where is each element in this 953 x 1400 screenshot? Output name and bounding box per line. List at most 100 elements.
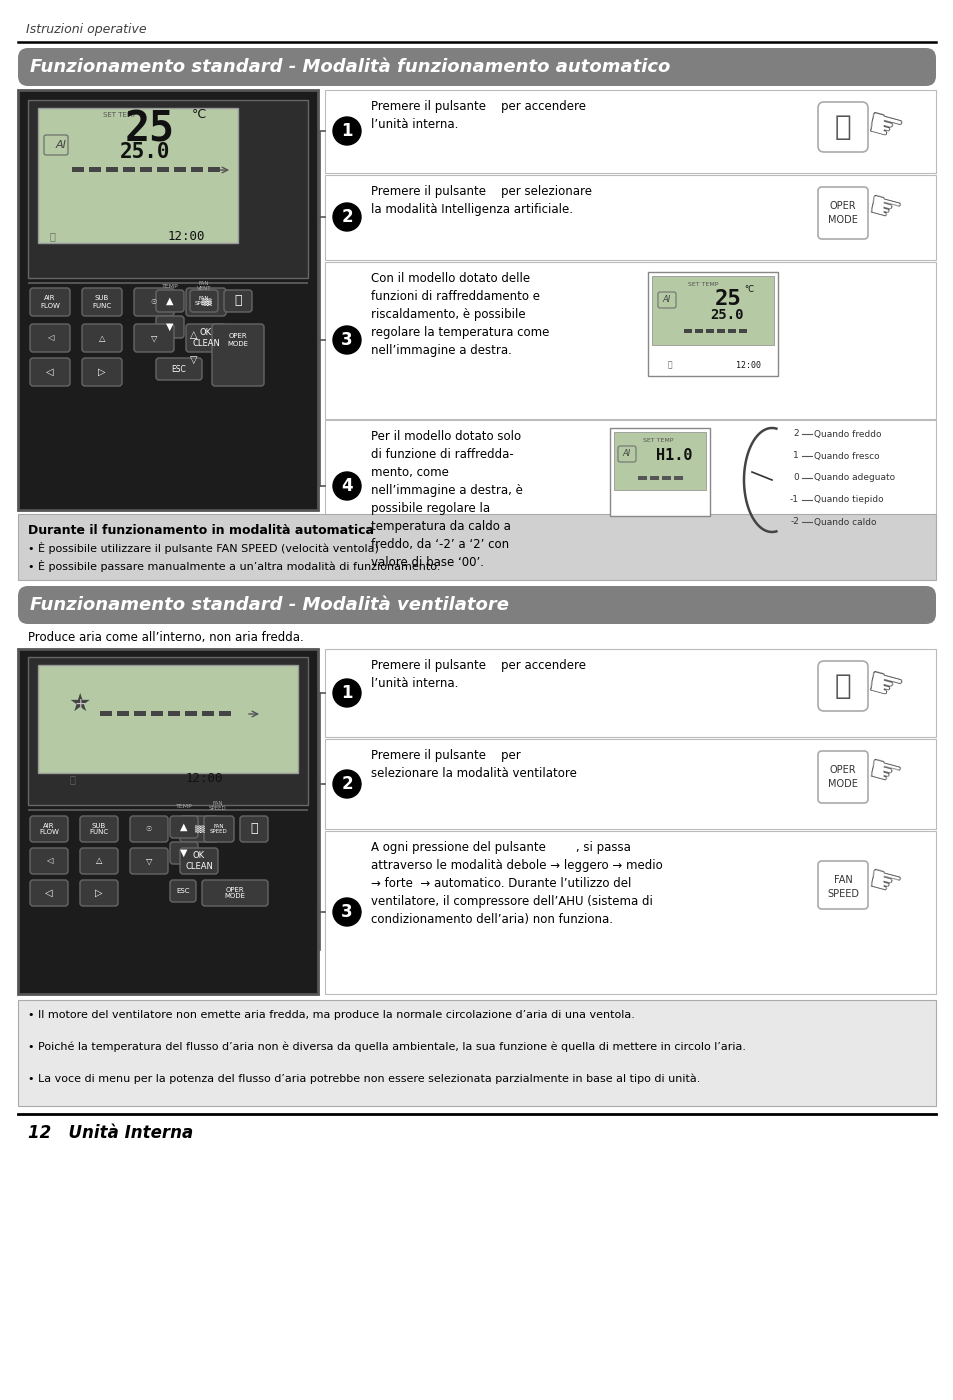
- Text: Premere il pulsante    per
selezionare la modalità ventilatore: Premere il pulsante per selezionare la m…: [371, 749, 577, 780]
- Bar: [71, 167, 84, 172]
- Text: OPER
MODE: OPER MODE: [224, 886, 245, 900]
- Text: MODE: MODE: [827, 216, 857, 225]
- Bar: [89, 167, 101, 172]
- FancyBboxPatch shape: [133, 323, 173, 351]
- Text: ⌛: ⌛: [667, 360, 672, 370]
- Bar: [123, 167, 135, 172]
- FancyBboxPatch shape: [133, 288, 173, 316]
- FancyBboxPatch shape: [80, 881, 118, 906]
- Text: 25.0: 25.0: [120, 141, 171, 162]
- Bar: [695, 329, 702, 333]
- FancyBboxPatch shape: [170, 816, 198, 839]
- Text: ⏻: ⏻: [834, 113, 850, 141]
- FancyBboxPatch shape: [30, 323, 70, 351]
- Bar: [157, 167, 169, 172]
- Bar: [609, 428, 709, 517]
- FancyBboxPatch shape: [80, 816, 118, 841]
- Text: 3: 3: [341, 903, 353, 921]
- Bar: [18, 90, 317, 510]
- Circle shape: [333, 679, 360, 707]
- Bar: [705, 329, 713, 333]
- Text: -1: -1: [789, 496, 799, 504]
- Text: AI: AI: [662, 295, 670, 305]
- FancyBboxPatch shape: [170, 881, 195, 902]
- Bar: [208, 167, 220, 172]
- FancyBboxPatch shape: [156, 290, 184, 312]
- FancyBboxPatch shape: [80, 848, 118, 874]
- Bar: [191, 167, 203, 172]
- Text: °C: °C: [192, 109, 207, 122]
- Text: FAN
SPEED: FAN SPEED: [210, 823, 228, 834]
- Text: OK
CLEAN: OK CLEAN: [185, 851, 213, 871]
- Bar: [673, 476, 682, 480]
- Text: 25.0: 25.0: [709, 308, 742, 322]
- Text: ▲: ▲: [180, 822, 188, 832]
- Bar: [739, 329, 746, 333]
- Text: • È possibile utilizzare il pulsante FAN SPEED (velocità ventola): • È possibile utilizzare il pulsante FAN…: [28, 542, 378, 554]
- Text: FAN
SPEED: FAN SPEED: [195, 295, 213, 307]
- Text: Con il modello dotato delle
funzioni di raffreddamento e
riscaldamento, è possib: Con il modello dotato delle funzioni di …: [371, 272, 549, 357]
- FancyBboxPatch shape: [82, 323, 122, 351]
- Text: Per il modello dotato solo
di funzione di raffredda-
mento, come
nell’immagine a: Per il modello dotato solo di funzione d…: [371, 430, 522, 568]
- Text: ◁: ◁: [47, 333, 53, 343]
- Text: OPER: OPER: [829, 202, 856, 211]
- Text: 2: 2: [341, 209, 353, 225]
- Text: AIR
FLOW: AIR FLOW: [39, 823, 59, 836]
- Text: ESC: ESC: [176, 888, 190, 895]
- Text: 12:00: 12:00: [168, 230, 205, 242]
- FancyBboxPatch shape: [212, 323, 264, 386]
- Text: Funzionamento standard - Modalità funzionamento automatico: Funzionamento standard - Modalità funzio…: [30, 57, 670, 76]
- Bar: [647, 272, 778, 377]
- Circle shape: [333, 326, 360, 354]
- Bar: [140, 167, 152, 172]
- Text: ☞: ☞: [862, 750, 904, 797]
- FancyBboxPatch shape: [30, 881, 68, 906]
- Bar: [18, 514, 935, 580]
- Text: ☞: ☞: [860, 661, 906, 711]
- Text: Quando tiepido: Quando tiepido: [813, 496, 882, 504]
- Text: ESC: ESC: [172, 364, 186, 374]
- Bar: [325, 739, 935, 829]
- Text: 4: 4: [341, 477, 353, 496]
- Bar: [325, 420, 935, 552]
- Text: 1: 1: [341, 685, 353, 701]
- Text: • È possibile passare manualmente a un’altra modalità di funzionamento.: • È possibile passare manualmente a un’a…: [28, 560, 440, 573]
- Text: ⏻: ⏻: [234, 294, 241, 308]
- Bar: [614, 433, 705, 490]
- Text: Produce aria come all’interno, non aria fredda.: Produce aria come all’interno, non aria …: [28, 631, 303, 644]
- Text: SET TEMP: SET TEMP: [687, 281, 718, 287]
- Bar: [638, 476, 646, 480]
- Bar: [168, 711, 180, 715]
- FancyBboxPatch shape: [156, 316, 184, 337]
- Bar: [100, 711, 112, 715]
- Bar: [18, 1000, 935, 1106]
- Bar: [18, 650, 317, 994]
- Text: ☞: ☞: [862, 188, 904, 232]
- Text: ▷: ▷: [95, 888, 103, 897]
- Circle shape: [333, 770, 360, 798]
- Bar: [717, 329, 724, 333]
- Text: ▒▒: ▒▒: [193, 825, 204, 833]
- Bar: [325, 650, 935, 736]
- Text: ▼: ▼: [180, 848, 188, 858]
- Text: 12   Unità Interna: 12 Unità Interna: [28, 1124, 193, 1142]
- Text: 1: 1: [341, 122, 353, 140]
- Circle shape: [333, 118, 360, 146]
- Bar: [683, 329, 691, 333]
- Text: △: △: [99, 333, 105, 343]
- FancyBboxPatch shape: [82, 358, 122, 386]
- Bar: [133, 711, 146, 715]
- Text: Premere il pulsante    per selezionare
la modalità Intelligenza artificiale.: Premere il pulsante per selezionare la m…: [371, 185, 592, 216]
- FancyBboxPatch shape: [18, 587, 935, 624]
- Text: 2: 2: [793, 430, 799, 438]
- FancyBboxPatch shape: [817, 102, 867, 153]
- Bar: [38, 108, 237, 244]
- Text: 0: 0: [792, 473, 799, 483]
- Bar: [117, 711, 129, 715]
- Bar: [185, 711, 196, 715]
- Text: FAN: FAN: [833, 875, 851, 885]
- Text: FAN
VENT: FAN VENT: [196, 280, 211, 291]
- Text: ⌛: ⌛: [50, 231, 56, 241]
- Text: Premere il pulsante    per accendere
l’unità interna.: Premere il pulsante per accendere l’unit…: [371, 99, 585, 132]
- FancyBboxPatch shape: [240, 816, 268, 841]
